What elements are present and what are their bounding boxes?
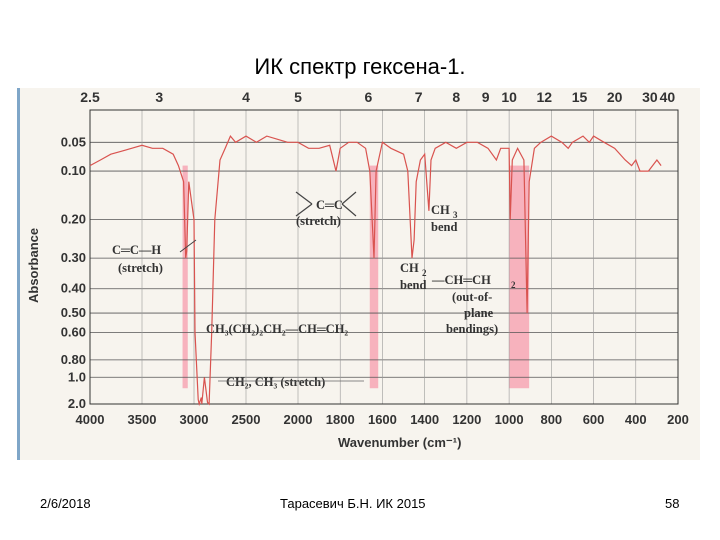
y-tick-label: 0.60 — [61, 324, 86, 339]
ann-oop-4: bendings) — [446, 322, 498, 336]
x-tick-label-bottom: 3000 — [180, 412, 209, 427]
x-tick-label-top: 12 — [537, 89, 553, 105]
spectrum-line — [89, 134, 662, 407]
x-tick-label-top: 20 — [607, 89, 623, 105]
ann-ch3-bend-1: CH — [431, 203, 450, 217]
ann-cc-stretch-1: C═C — [316, 198, 343, 212]
slide-title: ИК спектр гексена-1. — [254, 54, 466, 79]
highlight-band — [182, 165, 188, 389]
y-tick-label: 0.10 — [61, 163, 86, 178]
x-tick-label-top: 8 — [452, 89, 460, 105]
ann-ch3-bend-2: bend — [431, 220, 457, 234]
x-tick-label-bottom: 4000 — [76, 412, 105, 427]
x-tick-label-bottom: 800 — [540, 412, 562, 427]
ann-oop-1: —CH═CH — [431, 273, 491, 287]
x-tick-label-top: 15 — [572, 89, 588, 105]
ann-oop-3: plane — [464, 306, 494, 320]
x-tick-label-bottom: 1800 — [326, 412, 355, 427]
x-tick-label-bottom: 2500 — [232, 412, 261, 427]
x-tick-label-bottom: 1600 — [368, 412, 397, 427]
y-axis-label: Absorbance — [26, 228, 41, 303]
y-tick-label: 2.0 — [68, 396, 86, 411]
ann-vinyl-ch-2: (stretch) — [118, 261, 163, 275]
x-tick-label-bottom: 600 — [583, 412, 605, 427]
x-tick-label-top: 5 — [294, 89, 302, 105]
x-tick-label-top: 2.5 — [80, 89, 100, 105]
footer-author: Тарасевич Б.Н. ИК 2015 — [280, 496, 426, 511]
ann-structure: CH₃(CH₂)₂CH₂—CH═CH₂ — [206, 322, 348, 336]
ann-vinyl-ch-1: C═C—H — [112, 243, 161, 257]
x-tick-label-top: 9 — [482, 89, 490, 105]
y-tick-label: 0.40 — [61, 281, 86, 296]
ann-ch2-bend-sub: 2 — [422, 268, 427, 278]
chart-panel: 4000 3500 3000 2500 2000 1800 1600 1400 1200 1000… — [17, 88, 700, 460]
x-tick-label-top: 30 — [642, 89, 658, 105]
ann-ch3-bend-sub: 3 — [453, 210, 458, 220]
footer-date: 2/6/2018 — [40, 496, 91, 511]
x-tick-label-bottom: 1000 — [495, 412, 524, 427]
x-tick-label-top: 40 — [660, 89, 676, 105]
x-axis-label: Wavenumber (cm⁻¹) — [338, 435, 461, 450]
highlight-band — [369, 165, 379, 389]
x-tick-label-top: 4 — [242, 89, 250, 105]
y-tick-label: 0.20 — [61, 212, 86, 227]
ann-ch2-bend-2: bend — [400, 278, 426, 292]
x-tick-label-bottom: 200 — [667, 412, 689, 427]
ann-oop-sub: 2 — [511, 280, 516, 290]
x-tick-label-bottom: 1400 — [410, 412, 439, 427]
x-tick-label-top: 3 — [155, 89, 163, 105]
y-tick-label: 0.50 — [61, 305, 86, 320]
y-tick-label: 0.80 — [61, 352, 86, 367]
x-tick-label-bottom: 400 — [625, 412, 647, 427]
x-tick-label-top: 6 — [364, 89, 372, 105]
x-tick-label-top: 10 — [501, 89, 517, 105]
x-tick-label-top: 7 — [415, 89, 423, 105]
plot-frame — [89, 109, 679, 405]
y-tick-label: 0.05 — [61, 134, 86, 149]
x-tick-label-bottom: 3500 — [128, 412, 157, 427]
ann-oop-2: (out-of- — [452, 290, 492, 304]
ann-alkyl-stretch: CH₂, CH₃ (stretch) — [226, 375, 325, 389]
ann-cc-stretch-2: (stretch) — [296, 214, 341, 228]
ir-spectrum-chart: 4000 3500 3000 2500 2000 1800 1600 1400 1200 1000… — [26, 89, 689, 450]
x-tick-label-bottom: 2000 — [284, 412, 313, 427]
y-tick-label: 0.30 — [61, 250, 86, 265]
x-tick-label-bottom: 1200 — [452, 412, 481, 427]
y-tick-label: 1.0 — [68, 369, 86, 384]
footer-page-number: 58 — [665, 496, 680, 511]
ann-ch2-bend-1: CH — [400, 261, 419, 275]
